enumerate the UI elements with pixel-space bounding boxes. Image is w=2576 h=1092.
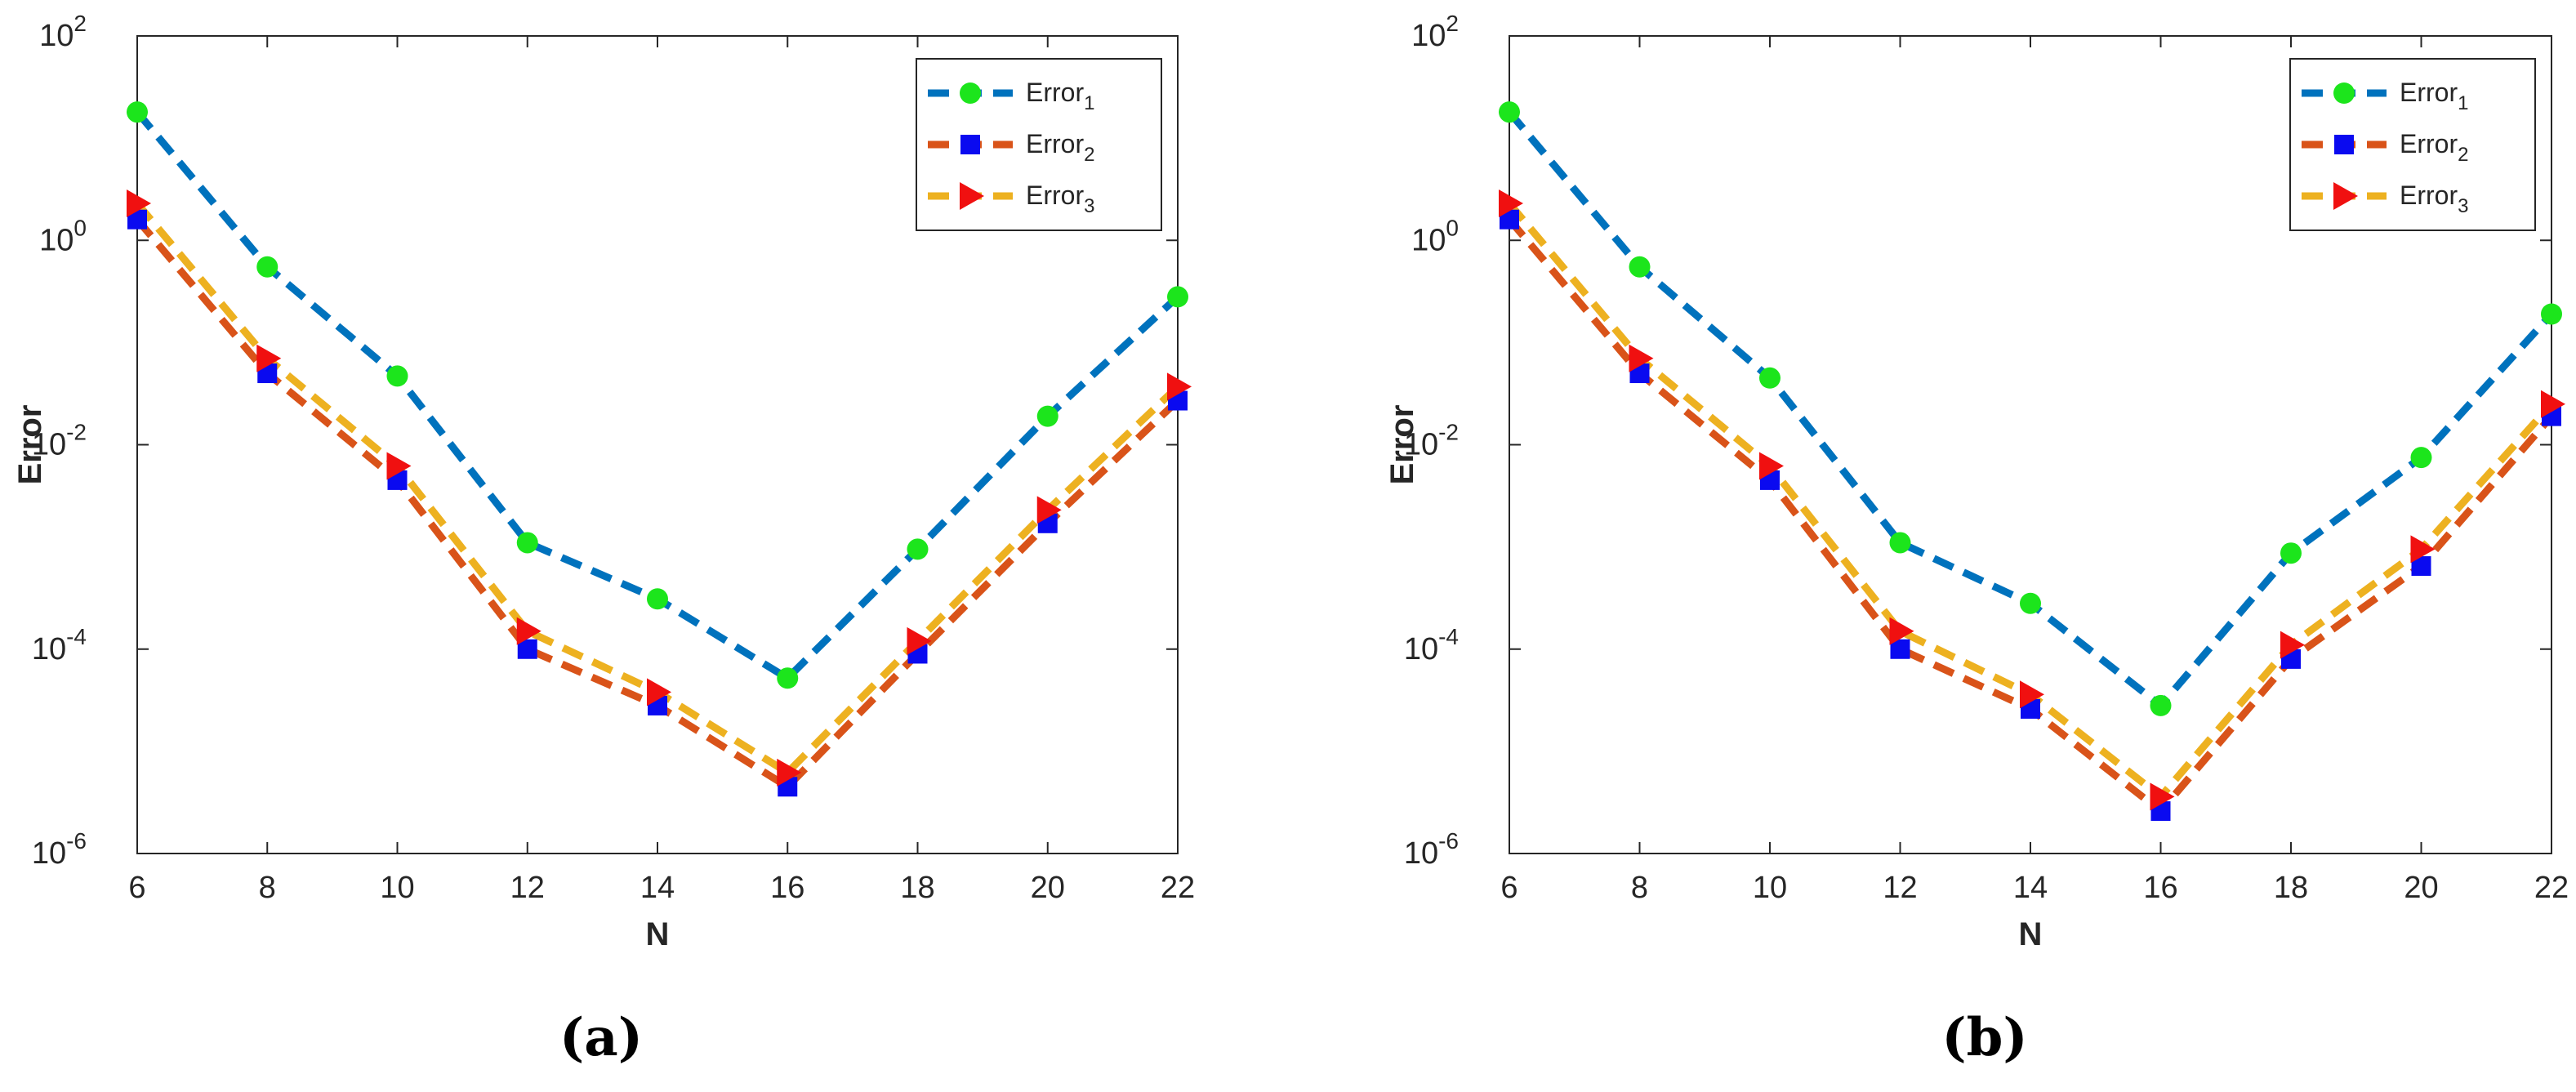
x-axis-label: N bbox=[646, 916, 670, 952]
x-tick-label: 16 bbox=[2143, 871, 2177, 905]
data-point-error1 bbox=[1889, 532, 1911, 554]
data-point-error1 bbox=[1499, 101, 1520, 123]
data-point-error3 bbox=[1036, 496, 1062, 524]
x-tick-label: 12 bbox=[1883, 871, 1917, 905]
legend-label-2: Error2 bbox=[1026, 129, 1094, 166]
x-tick-label: 14 bbox=[2013, 871, 2048, 905]
data-point-error1 bbox=[2410, 447, 2432, 469]
x-tick-label: 18 bbox=[900, 871, 934, 905]
data-point-error1 bbox=[1036, 405, 1058, 427]
x-tick-label: 20 bbox=[2404, 871, 2438, 905]
data-point-error3 bbox=[2280, 631, 2305, 659]
y-tick-label: 102 bbox=[39, 11, 87, 53]
data-point-error3 bbox=[647, 678, 671, 706]
legend: Error1 Error2 Error3 bbox=[916, 58, 1162, 231]
legend-marker-1 bbox=[2333, 82, 2355, 104]
x-tick-label: 22 bbox=[2534, 871, 2569, 905]
y-tick-label: 10-6 bbox=[1404, 828, 1459, 871]
data-point-error1 bbox=[127, 101, 148, 123]
x-tick-label: 8 bbox=[1631, 871, 1648, 905]
y-tick-label: 10-4 bbox=[32, 624, 87, 666]
chart-panel-a: 6 8 10 12 14 16 18 20 22 10-6 10-4 10-2 100 102 N Error… bbox=[12, 11, 1195, 1068]
x-tick-label: 10 bbox=[1753, 871, 1787, 905]
data-point-error1 bbox=[647, 588, 668, 610]
x-tick-label: 14 bbox=[640, 871, 675, 905]
data-point-error3 bbox=[1759, 452, 1784, 480]
legend-label-3: Error3 bbox=[1026, 181, 1094, 217]
data-point-error1 bbox=[256, 256, 279, 278]
data-point-error3 bbox=[256, 344, 282, 372]
x-tick-label: 10 bbox=[380, 871, 414, 905]
data-point-error1 bbox=[386, 365, 408, 387]
data-point-error3 bbox=[2541, 390, 2565, 418]
y-axis-label: Error bbox=[12, 405, 48, 485]
legend-label-1: Error1 bbox=[2400, 78, 2468, 114]
data-point-error3 bbox=[1629, 344, 1654, 372]
data-point-error1 bbox=[2020, 592, 2041, 614]
y-tick-label: 10-2 bbox=[1404, 420, 1459, 462]
legend-marker-3 bbox=[2333, 182, 2358, 210]
data-point-error1 bbox=[1759, 367, 1780, 389]
panel-caption: (b) bbox=[1941, 1007, 2027, 1068]
legend-marker-3 bbox=[960, 182, 984, 210]
legend-box bbox=[916, 58, 1162, 231]
data-point-error3 bbox=[1167, 372, 1192, 401]
data-point-error1 bbox=[1629, 256, 1651, 278]
data-point-error3 bbox=[2020, 680, 2044, 709]
y-tick-label: 10-6 bbox=[32, 828, 87, 871]
y-tick-label: 100 bbox=[1411, 215, 1459, 257]
legend-marker-2 bbox=[2334, 135, 2354, 154]
y-tick-label: 102 bbox=[1411, 11, 1459, 53]
x-tick-label: 6 bbox=[1500, 871, 1518, 905]
x-tick-label: 20 bbox=[1031, 871, 1065, 905]
data-point-error3 bbox=[777, 758, 802, 787]
data-point-error3 bbox=[2150, 782, 2175, 811]
x-tick-label: 16 bbox=[770, 871, 804, 905]
data-point-error3 bbox=[907, 626, 932, 655]
x-tick-label: 6 bbox=[128, 871, 145, 905]
data-point-error3 bbox=[386, 452, 412, 480]
data-point-error1 bbox=[1167, 286, 1188, 308]
x-tick-label: 12 bbox=[510, 871, 545, 905]
legend-label-2: Error2 bbox=[2400, 129, 2468, 166]
data-point-error3 bbox=[1499, 189, 1523, 217]
data-point-error3 bbox=[516, 617, 541, 645]
data-point-error1 bbox=[907, 538, 929, 560]
x-tick-label: 22 bbox=[1161, 871, 1195, 905]
legend-box bbox=[2289, 58, 2536, 231]
data-point-error1 bbox=[516, 532, 538, 554]
data-point-error3 bbox=[127, 189, 151, 217]
y-tick-label: 10-4 bbox=[1404, 624, 1459, 666]
data-point-error1 bbox=[2280, 542, 2302, 564]
data-point-error1 bbox=[2150, 694, 2172, 716]
legend-marker-1 bbox=[960, 82, 981, 104]
data-point-error1 bbox=[2541, 303, 2562, 325]
x-tick-label: 18 bbox=[2274, 871, 2308, 905]
legend-label-1: Error1 bbox=[1026, 78, 1094, 114]
legend-marker-2 bbox=[960, 135, 980, 154]
x-axis-label: N bbox=[2019, 916, 2043, 952]
panel-caption: (a) bbox=[559, 1007, 643, 1068]
y-tick-label: 100 bbox=[39, 215, 87, 257]
data-point-error1 bbox=[777, 667, 799, 689]
y-tick-label: 10-2 bbox=[32, 420, 87, 462]
y-axis-label: Error bbox=[1384, 405, 1420, 485]
chart-panel-b: 6 8 10 12 14 16 18 20 22 10-6 10-4 10-2 100 102 N Error… bbox=[1384, 11, 2569, 1068]
data-point-error3 bbox=[1889, 617, 1914, 645]
legend-label-3: Error3 bbox=[2400, 181, 2468, 217]
legend: Error1 Error2 Error3 bbox=[2289, 58, 2536, 231]
data-point-error3 bbox=[2410, 535, 2436, 564]
x-tick-label: 8 bbox=[259, 871, 276, 905]
